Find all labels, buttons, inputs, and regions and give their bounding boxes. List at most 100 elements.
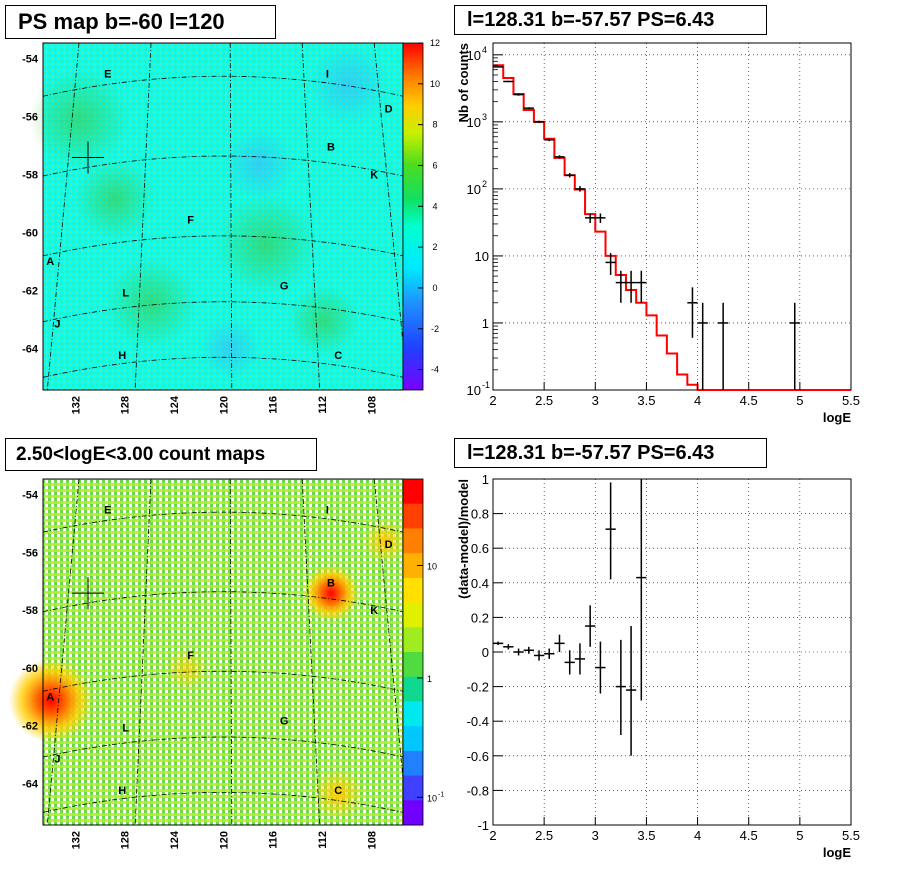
graticule-longitude — [373, 42, 408, 391]
graticule-latitude — [42, 75, 404, 97]
colorbar-tick-label: 0 — [432, 283, 437, 293]
source-label-j: J — [54, 319, 60, 331]
y-tick-label: 1 — [482, 472, 489, 487]
colorbar-tick-label: 10 — [427, 793, 437, 803]
y-tick-label: 10 — [475, 249, 489, 264]
colorbar-tick-label: 1 — [427, 674, 432, 684]
colorbar-band — [403, 479, 423, 505]
colorbar-band — [403, 726, 423, 752]
colorbar-band — [403, 602, 423, 628]
colorbar-tick-label: -2 — [431, 324, 439, 334]
y-tick-label: -56 — [22, 547, 38, 559]
source-label-k: K — [370, 169, 378, 181]
colorbar-band — [403, 652, 423, 678]
x-tick-label: 116 — [268, 831, 280, 849]
x-tick-label: 116 — [268, 396, 280, 414]
graticule-longitude — [46, 42, 80, 391]
colorbar-band — [403, 800, 423, 826]
x-axis-title: logE — [823, 845, 851, 860]
x-tick-label: 4 — [694, 393, 701, 408]
y-tick-label: -62 — [22, 721, 38, 733]
colorbar-tick-label: 10 — [427, 562, 437, 572]
graticule-longitude — [373, 478, 408, 826]
y-tick-label: -60 — [22, 663, 38, 675]
y-tick-label: -54 — [22, 490, 39, 502]
bl-panel-title: 2.50<logE<3.00 count maps — [5, 438, 317, 471]
x-tick-label: 5 — [796, 828, 803, 843]
colorbar-tick-label: 4 — [432, 201, 437, 211]
source-label-c: C — [334, 785, 342, 797]
x-tick-label: 4.5 — [740, 393, 758, 408]
y-tick-label: -56 — [22, 112, 38, 124]
map-texture-blob — [106, 258, 196, 349]
y-tick-label: 1 — [482, 316, 489, 331]
source-glow-d — [363, 519, 407, 564]
graticule-latitude — [42, 511, 404, 533]
y-tick-label: -0.4 — [467, 714, 489, 729]
x-tick-label: 112 — [317, 396, 329, 414]
source-label-f: F — [187, 650, 194, 662]
x-tick-label: 3.5 — [637, 828, 655, 843]
graticule-latitude — [42, 591, 404, 613]
x-tick-label: 124 — [169, 830, 181, 849]
y-tick-label: 10 — [467, 383, 481, 398]
y-tick-label: -64 — [22, 778, 39, 790]
source-glow-a — [9, 658, 93, 743]
colorbar — [402, 478, 424, 826]
br-panel-title: l=128.31 b=-57.57 PS=6.43 — [454, 438, 767, 468]
source-label-d: D — [385, 539, 393, 551]
map-texture-blob — [200, 318, 261, 379]
y-tick-exponent: 4 — [482, 45, 487, 55]
y-tick-label: 0 — [482, 645, 489, 660]
graticule-longitude — [134, 478, 152, 826]
x-tick-label: 4 — [694, 828, 701, 843]
colorbar-band — [403, 775, 423, 801]
y-tick-exponent: -1 — [482, 380, 490, 390]
source-label-a: A — [46, 691, 54, 703]
colorbar — [402, 42, 424, 391]
x-tick-label: 2.5 — [535, 393, 553, 408]
y-tick-label: -0.6 — [467, 749, 489, 764]
colorbar-band — [403, 676, 423, 702]
x-tick-label: 124 — [169, 395, 181, 414]
colorbar-tick-label: 6 — [432, 160, 437, 170]
source-label-h: H — [118, 350, 126, 362]
graticule-longitude — [229, 478, 233, 826]
graticule-latitude — [42, 356, 404, 378]
map-texture-blob — [288, 285, 359, 356]
source-label-i: I — [326, 505, 329, 517]
source-label-g: G — [280, 280, 289, 292]
x-tick-label: 3 — [592, 393, 599, 408]
source-label-c: C — [334, 350, 342, 362]
x-tick-label: 132 — [70, 831, 82, 849]
colorbar-tick-label: 12 — [430, 38, 440, 48]
source-label-d: D — [385, 103, 393, 115]
map-texture-blob — [75, 159, 155, 240]
source-label-g: G — [280, 716, 289, 728]
x-tick-label: 2 — [489, 828, 496, 843]
source-glow-c — [312, 767, 365, 820]
map-texture-blob — [309, 44, 389, 125]
y-tick-exponent: 3 — [482, 112, 487, 122]
source-label-e: E — [104, 69, 111, 81]
x-tick-label: 4.5 — [740, 828, 758, 843]
source-label-a: A — [46, 256, 54, 268]
colorbar-band — [403, 750, 423, 777]
colorbar-band — [403, 627, 423, 653]
colorbar-tick-label: -4 — [431, 365, 439, 375]
bl-count-map: E I D B K F A L G J H C -54 -56 -58 -60 -62 -64 132 128 124 1… — [9, 478, 444, 849]
source-glow-f — [165, 647, 209, 692]
y-tick-label: -58 — [22, 605, 38, 617]
tr-panel-title: l=128.31 b=-57.57 PS=6.43 — [454, 5, 767, 35]
graticule-latitude — [42, 301, 404, 323]
source-label-l: L — [122, 287, 129, 299]
source-label-e: E — [104, 505, 111, 517]
graticule-latitude — [42, 792, 404, 813]
colorbar-band — [403, 553, 423, 579]
graticule-longitude — [301, 42, 321, 391]
y-tick-exponent: 2 — [482, 179, 487, 189]
y-tick-label: -0.8 — [467, 783, 489, 798]
colorbar-tick-label: 2 — [432, 242, 437, 252]
x-tick-label: 3.5 — [637, 393, 655, 408]
x-tick-label: 120 — [218, 831, 230, 849]
